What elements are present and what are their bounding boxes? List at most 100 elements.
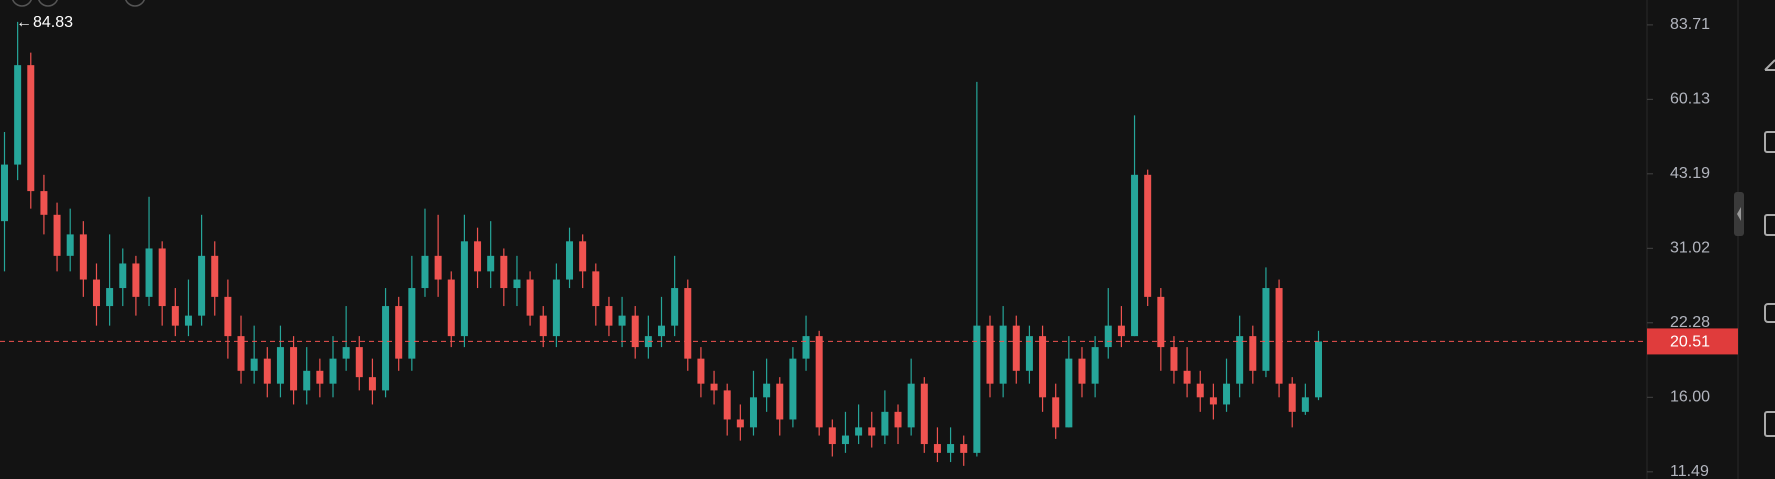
candle-body	[1301, 397, 1309, 412]
candle-body	[592, 271, 600, 307]
candle-body	[198, 255, 206, 316]
candle-body	[1183, 370, 1191, 384]
candle-body	[171, 306, 179, 326]
candle-body	[566, 241, 574, 280]
candle-body	[973, 325, 981, 453]
candle-body	[1131, 174, 1139, 337]
candle-body	[487, 255, 495, 272]
candle-body	[1196, 383, 1204, 398]
candle-body	[828, 427, 836, 445]
candle-body	[723, 390, 731, 420]
candle-body	[933, 444, 941, 453]
candle-body	[158, 248, 166, 307]
candle-body	[27, 65, 35, 192]
candle-body	[1012, 325, 1020, 371]
candle-body	[145, 248, 153, 297]
candle-body	[1236, 336, 1244, 384]
y-tick-label: 16.00	[1670, 389, 1710, 406]
candle-body	[920, 383, 928, 445]
candle-body	[776, 383, 784, 420]
candle-body	[684, 288, 692, 359]
candle-body	[368, 377, 376, 391]
candle-body	[999, 325, 1007, 384]
candle-body	[40, 191, 48, 215]
candle-body	[513, 279, 521, 289]
candle-body	[303, 370, 311, 391]
y-tick-label: 11.49	[1670, 463, 1709, 479]
candle-body	[1065, 358, 1073, 428]
sidebar-icon[interactable]	[1764, 411, 1775, 437]
candle-body	[697, 358, 705, 384]
candle-body	[1249, 336, 1257, 371]
collapse-arrow	[1737, 207, 1741, 221]
candle-body	[329, 358, 337, 384]
toolbar-icon[interactable]	[125, 0, 145, 7]
y-tick-label: 60.13	[1670, 91, 1710, 108]
last-price-box	[1647, 328, 1738, 355]
candle-body	[618, 315, 626, 326]
sidebar-icons	[1764, 59, 1775, 437]
candle-body	[526, 279, 534, 316]
candle-body	[408, 288, 416, 359]
candle-body	[1078, 358, 1086, 384]
toolbar-icon[interactable]	[12, 0, 32, 7]
max-arrow: ←	[16, 14, 32, 31]
sidebar-icon[interactable]	[1764, 214, 1775, 236]
candle-body	[132, 263, 140, 297]
candle-body	[986, 325, 994, 384]
candle-body	[631, 315, 639, 348]
last-price-label: 20.51	[1670, 334, 1710, 351]
sidebar-icon[interactable]	[1764, 303, 1775, 323]
candle-body	[907, 383, 915, 428]
candle-body	[66, 234, 74, 256]
candle-body	[1, 164, 8, 222]
candle-body	[881, 411, 889, 436]
candle-body	[710, 383, 718, 391]
toolbar-icon[interactable]	[38, 0, 58, 7]
candle-body	[474, 241, 482, 272]
candle-body	[1275, 288, 1283, 384]
candle-body	[1039, 336, 1047, 398]
candle-body	[539, 315, 547, 337]
candle-body	[237, 336, 245, 371]
sidebar-icon[interactable]	[1764, 131, 1775, 153]
y-tick-label: 43.19	[1670, 165, 1710, 182]
sidebar-icon[interactable]	[1764, 59, 1775, 71]
candle-body	[855, 427, 863, 436]
candle-body	[460, 241, 468, 337]
candle-body	[92, 279, 100, 307]
candle-body	[868, 427, 876, 436]
candle-body	[119, 263, 127, 289]
candle-body	[250, 358, 258, 371]
candle-body	[1104, 325, 1112, 348]
y-tick-label: 22.28	[1670, 314, 1710, 331]
candle-body	[224, 296, 232, 337]
candle-body	[789, 358, 797, 420]
candle-body	[355, 347, 363, 378]
candle-body	[1288, 383, 1296, 412]
candle-body	[605, 306, 613, 326]
candle-body	[749, 397, 757, 428]
candle-body	[395, 306, 403, 359]
candle-body	[263, 358, 271, 384]
candle-body	[960, 444, 968, 453]
candle-body	[841, 435, 849, 445]
y-tick-label: 31.02	[1670, 240, 1710, 257]
candle-body	[579, 241, 587, 272]
max-price-label: 84.83	[33, 14, 73, 31]
candle-body	[184, 315, 192, 326]
candle-body	[382, 306, 390, 391]
candle-body	[1025, 336, 1033, 371]
candle-body	[552, 279, 560, 337]
y-tick-label: 83.71	[1670, 16, 1710, 33]
candle-body	[421, 255, 429, 289]
candle-body	[447, 279, 455, 337]
candle-body	[815, 336, 823, 428]
candle-body	[671, 288, 679, 326]
candle-body	[14, 65, 22, 165]
candle-body	[106, 288, 114, 307]
candle-body	[1091, 347, 1099, 384]
